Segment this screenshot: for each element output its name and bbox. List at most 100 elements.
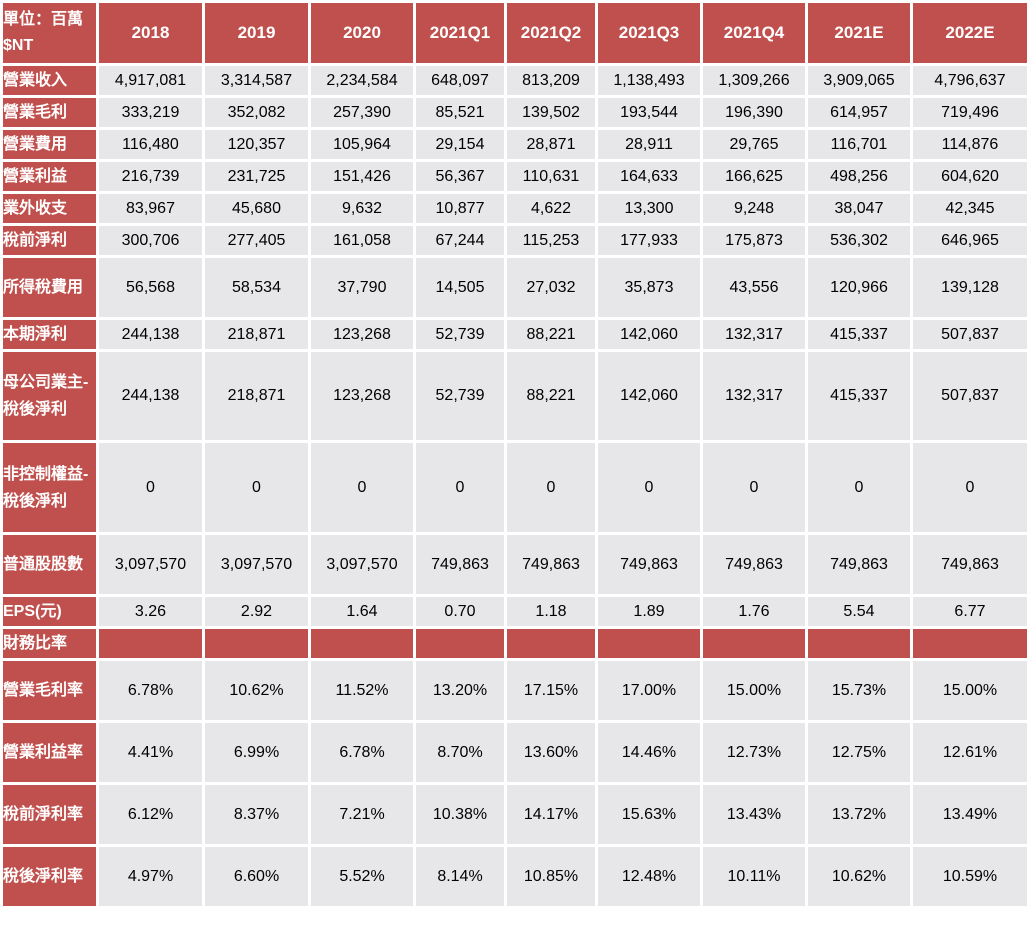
table-row: EPS(元) 3.26 2.92 1.64 0.70 1.18 1.89 1.76 5.54 6.…: [3, 597, 1027, 626]
table-cell: 3,097,570: [205, 535, 308, 594]
column-header: 2021Q4: [703, 3, 805, 63]
table-cell: 29,765: [703, 130, 805, 159]
table-row: 稅前淨利率 6.12% 8.37% 7.21% 10.38% 14.17% 15.63% 13…: [3, 785, 1027, 844]
table-cell: 6.99%: [205, 723, 308, 782]
row-label: 稅後淨利率: [3, 847, 96, 906]
table-cell: 56,367: [416, 162, 504, 191]
table-cell: 0: [913, 443, 1027, 532]
table-cell: 648,097: [416, 66, 504, 95]
column-header: 2022E: [913, 3, 1027, 63]
table-row: 營業毛利 333,219 352,082 257,390 85,521 139,502 19…: [3, 98, 1027, 127]
table-cell: 0: [416, 443, 504, 532]
table-body: 營業收入 4,917,081 3,314,587 2,234,584 648,097 81…: [3, 66, 1027, 906]
table-cell: 0: [507, 443, 595, 532]
table-row: 營業費用 116,480 120,357 105,964 29,154 28,871 28,…: [3, 130, 1027, 159]
table-cell: 507,837: [913, 352, 1027, 440]
table-cell: 10.62%: [808, 847, 910, 906]
table-row: 營業利益率 4.41% 6.99% 6.78% 8.70% 13.60% 14.46% 12.…: [3, 723, 1027, 782]
table-cell: 4,796,637: [913, 66, 1027, 95]
table-cell: 4,622: [507, 194, 595, 223]
section-cell: [205, 629, 308, 658]
table-cell: 0: [99, 443, 202, 532]
table-cell: 352,082: [205, 98, 308, 127]
section-cell: [311, 629, 413, 658]
table-cell: 52,739: [416, 320, 504, 349]
table-cell: 3,097,570: [99, 535, 202, 594]
table-cell: 0: [598, 443, 700, 532]
table-cell: 257,390: [311, 98, 413, 127]
header-row: 單位：百萬$NT 2018 2019 2020 2021Q1 2021Q2 20…: [3, 3, 1027, 63]
unit-label: 單位：百萬$NT: [3, 3, 96, 63]
table-cell: 8.14%: [416, 847, 504, 906]
table-cell: 37,790: [311, 258, 413, 317]
row-label: EPS(元): [3, 597, 96, 626]
table-cell: 10.38%: [416, 785, 504, 844]
table-cell: 105,964: [311, 130, 413, 159]
table-cell: 120,357: [205, 130, 308, 159]
table-cell: 132,317: [703, 320, 805, 349]
section-cell: [99, 629, 202, 658]
table-cell: 8.70%: [416, 723, 504, 782]
section-row: 財務比率: [3, 629, 1027, 658]
table-cell: 15.00%: [913, 661, 1027, 720]
table-cell: 498,256: [808, 162, 910, 191]
table-cell: 6.12%: [99, 785, 202, 844]
table-cell: 507,837: [913, 320, 1027, 349]
table-cell: 29,154: [416, 130, 504, 159]
table-cell: 175,873: [703, 226, 805, 255]
table-cell: 43,556: [703, 258, 805, 317]
table-cell: 415,337: [808, 320, 910, 349]
table-cell: 9,632: [311, 194, 413, 223]
table-cell: 139,128: [913, 258, 1027, 317]
table-cell: 114,876: [913, 130, 1027, 159]
row-label: 所得稅費用: [3, 258, 96, 317]
table-cell: 11.52%: [311, 661, 413, 720]
table-cell: 1.76: [703, 597, 805, 626]
row-label: 營業利益: [3, 162, 96, 191]
table-cell: 3,314,587: [205, 66, 308, 95]
row-label: 普通股股數: [3, 535, 96, 594]
table-header: 單位：百萬$NT 2018 2019 2020 2021Q1 2021Q2 20…: [3, 3, 1027, 63]
table-cell: 10,877: [416, 194, 504, 223]
column-header: 2021Q2: [507, 3, 595, 63]
table-cell: 749,863: [598, 535, 700, 594]
table-cell: 10.85%: [507, 847, 595, 906]
table-cell: 0: [205, 443, 308, 532]
row-label: 稅前淨利率: [3, 785, 96, 844]
table-cell: 218,871: [205, 352, 308, 440]
table-cell: 4,917,081: [99, 66, 202, 95]
table-cell: 244,138: [99, 352, 202, 440]
column-header: 2020: [311, 3, 413, 63]
section-cell: [913, 629, 1027, 658]
table-cell: 139,502: [507, 98, 595, 127]
table-cell: 218,871: [205, 320, 308, 349]
table-cell: 58,534: [205, 258, 308, 317]
table-cell: 749,863: [416, 535, 504, 594]
table-row: 營業收入 4,917,081 3,314,587 2,234,584 648,097 81…: [3, 66, 1027, 95]
table-cell: 110,631: [507, 162, 595, 191]
row-label: 營業收入: [3, 66, 96, 95]
table-cell: 42,345: [913, 194, 1027, 223]
section-cell: [598, 629, 700, 658]
row-label: 業外收支: [3, 194, 96, 223]
table-row: 稅後淨利率 4.97% 6.60% 5.52% 8.14% 10.85% 12.48% 10.…: [3, 847, 1027, 906]
table-cell: 300,706: [99, 226, 202, 255]
table-cell: 12.75%: [808, 723, 910, 782]
table-cell: 3,097,570: [311, 535, 413, 594]
row-label: 本期淨利: [3, 320, 96, 349]
table-cell: 277,405: [205, 226, 308, 255]
table-cell: 15.73%: [808, 661, 910, 720]
table-cell: 116,480: [99, 130, 202, 159]
table-row: 母公司業主-稅後淨利 244,138 218,871 123,268 52,739 88,…: [3, 352, 1027, 440]
financial-table: 單位：百萬$NT 2018 2019 2020 2021Q1 2021Q2 20…: [3, 3, 1027, 906]
table-cell: 45,680: [205, 194, 308, 223]
column-header: 2021Q3: [598, 3, 700, 63]
table-cell: 52,739: [416, 352, 504, 440]
table-cell: 9,248: [703, 194, 805, 223]
column-header: 2021Q1: [416, 3, 504, 63]
table-cell: 14.17%: [507, 785, 595, 844]
section-cell: [507, 629, 595, 658]
table-cell: 123,268: [311, 320, 413, 349]
table-cell: 10.62%: [205, 661, 308, 720]
table-row: 稅前淨利 300,706 277,405 161,058 67,244 115,253 17…: [3, 226, 1027, 255]
